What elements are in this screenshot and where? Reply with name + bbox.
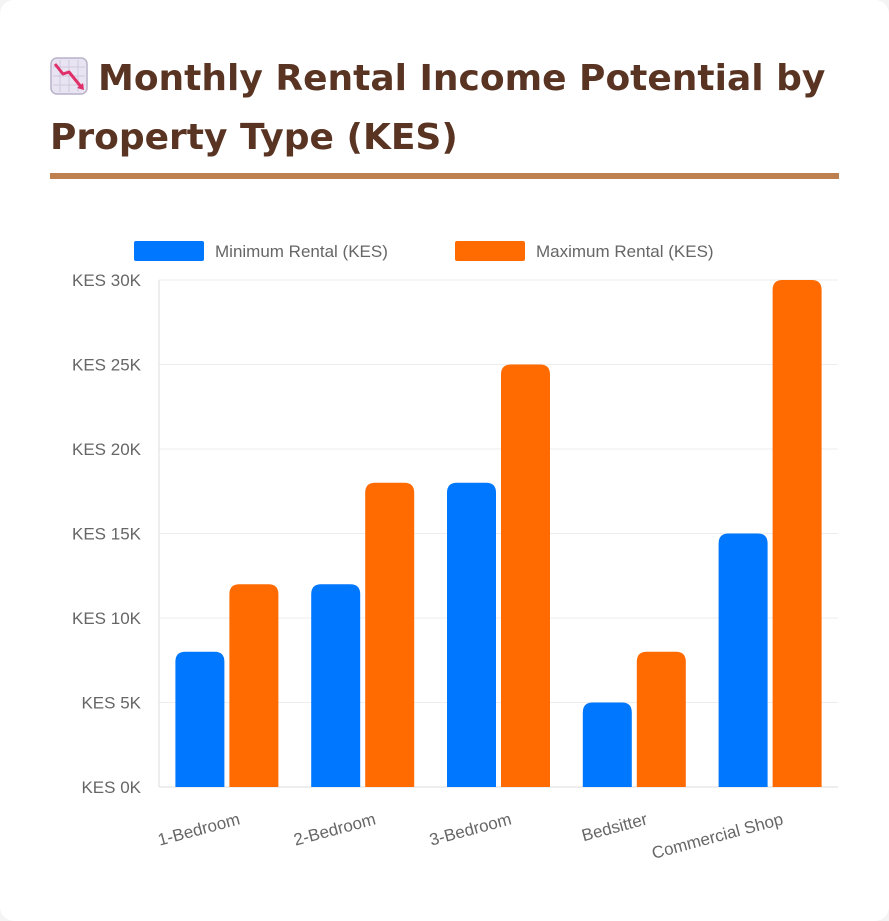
bar-maximum-rental <box>229 584 279 787</box>
bar-minimum-rental <box>718 533 768 787</box>
title-text: Monthly Rental Income Potential by Prope… <box>50 58 826 158</box>
x-tick-label: 2-Bedroom <box>292 810 378 850</box>
legend-label-minimum: Minimum Rental (KES) <box>215 242 388 261</box>
legend-label-maximum: Maximum Rental (KES) <box>536 242 714 261</box>
y-tick-label: KES 25K <box>72 356 142 375</box>
x-tick-label: Bedsitter <box>580 809 650 845</box>
legend-swatch-maximum <box>455 241 525 261</box>
y-tick-label: KES 30K <box>72 271 142 290</box>
x-tick-label: Commercial Shop <box>650 810 785 863</box>
bar-maximum-rental <box>501 364 550 787</box>
x-tick-label: 3-Bedroom <box>427 810 513 850</box>
y-tick-label: KES 10K <box>72 609 142 628</box>
bar-minimum-rental <box>582 702 632 787</box>
bar-maximum-rental <box>636 651 686 787</box>
bar-minimum-rental <box>311 584 361 787</box>
bar-minimum-rental <box>175 651 225 787</box>
y-tick-label: KES 0K <box>81 778 141 797</box>
bar-minimum-rental <box>447 482 496 787</box>
legend-swatch-minimum <box>134 241 204 261</box>
x-tick-label: 1-Bedroom <box>156 810 242 850</box>
page-title: Monthly Rental Income Potential by Prope… <box>50 52 850 165</box>
title-divider <box>50 173 839 179</box>
y-tick-label: KES 5K <box>81 694 141 713</box>
y-tick-label: KES 20K <box>72 440 142 459</box>
y-tick-label: KES 15K <box>72 525 142 544</box>
bar-maximum-rental <box>365 482 415 787</box>
chart-decreasing-icon <box>50 57 88 111</box>
bar-maximum-rental <box>772 280 822 787</box>
